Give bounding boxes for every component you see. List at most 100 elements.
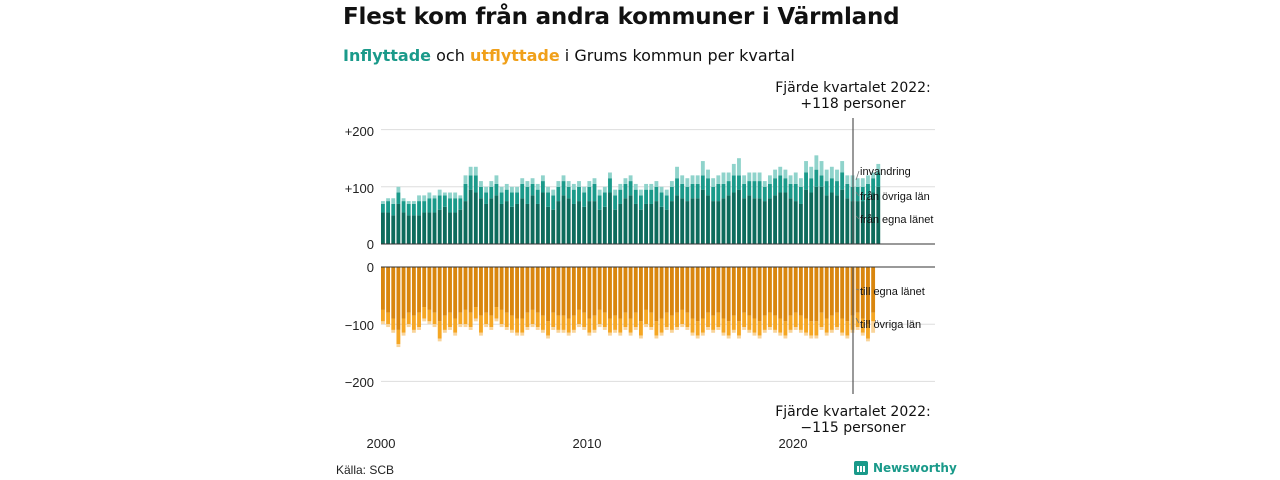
bar-in-other: [654, 186, 659, 202]
gridlines: [381, 129, 935, 382]
bar-in-own: [535, 203, 540, 244]
bar-in-immigration: [819, 161, 824, 176]
bar-in-immigration: [381, 201, 385, 204]
bar-in-immigration: [798, 178, 803, 187]
bar-in-other: [510, 192, 514, 207]
bar-in-own: [835, 195, 839, 244]
bar-out-own: [685, 267, 690, 313]
bar-out-own: [520, 267, 525, 319]
bar-out-own: [391, 267, 396, 319]
bar-in-other: [706, 178, 710, 196]
bar-out-own: [824, 267, 829, 319]
bar-out-emigration: [515, 332, 520, 336]
bar-in-other: [798, 186, 803, 204]
label-fran-ovriga-lan: från övriga län: [860, 191, 930, 203]
bar-out-other: [530, 309, 535, 325]
bar-in-immigration: [484, 186, 489, 193]
bar-in-own: [494, 195, 499, 244]
bar-out-other: [448, 312, 452, 328]
bar-in-own: [618, 203, 623, 244]
bar-in-other: [871, 178, 876, 193]
bar-out-other: [406, 312, 411, 325]
bar-in-own: [484, 203, 489, 244]
bar-out-emigration: [422, 318, 427, 322]
bar-out-emigration: [814, 335, 819, 339]
bar-in-immigration: [690, 175, 695, 184]
bar-out-own: [577, 267, 581, 310]
bar-out-other: [737, 321, 741, 336]
bar-out-emigration: [675, 327, 679, 330]
bar-out-emigration: [540, 329, 545, 333]
bar-out-other: [510, 315, 514, 330]
bar-in-immigration: [768, 175, 772, 184]
bar-in-own: [706, 195, 710, 244]
bar-out-other: [499, 309, 504, 325]
bar-out-emigration: [804, 332, 808, 336]
bar-out-emigration: [571, 329, 576, 333]
bar-out-emigration: [726, 335, 731, 339]
bar-in-own: [556, 201, 561, 244]
x-tick-2020: 2020: [779, 436, 808, 451]
bar-in-immigration: [613, 189, 618, 196]
bar-in-immigration: [633, 183, 638, 190]
bar-out-emigration: [690, 332, 695, 336]
bar-out-other: [623, 312, 628, 328]
bar-out-other: [427, 309, 432, 322]
bar-in-immigration: [809, 166, 814, 179]
bar-in-immigration: [463, 175, 468, 184]
bar-in-own: [659, 206, 664, 244]
bar-in-own: [479, 198, 483, 244]
label-invandring: invandring: [860, 166, 911, 178]
bar-out-other: [473, 307, 478, 319]
bar-out-other: [525, 312, 530, 328]
bar-in-immigration: [458, 195, 463, 199]
bar-out-other: [386, 312, 391, 325]
bar-out-emigration: [406, 324, 411, 328]
bar-in-other: [752, 181, 757, 199]
bar-out-own: [381, 267, 385, 310]
bar-in-other: [633, 189, 638, 204]
bar-in-immigration: [437, 189, 442, 196]
bar-in-own: [824, 195, 829, 244]
y-tick-bottom-200: −200: [345, 375, 374, 390]
bar-out-other: [855, 312, 860, 328]
bar-out-other: [546, 321, 550, 336]
bar-in-immigration: [422, 195, 427, 202]
label-leader-2: [855, 215, 860, 220]
bar-out-other: [391, 318, 396, 330]
bar-in-own: [613, 209, 618, 244]
bar-in-own: [700, 189, 705, 244]
bar-in-other: [530, 183, 535, 196]
bar-in-immigration: [731, 163, 736, 176]
bar-in-immigration: [396, 186, 401, 193]
bar-in-other: [386, 201, 391, 213]
bar-out-own: [479, 267, 483, 316]
bar-in-immigration: [788, 175, 793, 184]
bar-out-other: [793, 312, 798, 328]
bar-in-other: [571, 189, 576, 204]
bar-out-emigration: [618, 332, 623, 336]
brand[interactable]: Newsworthy: [854, 461, 957, 475]
bar-out-other: [494, 307, 499, 319]
bar-in-own: [664, 209, 669, 244]
bar-in-other: [664, 195, 669, 210]
bar-in-own: [427, 212, 432, 244]
bar-in-own: [654, 201, 659, 244]
bar-in-own: [876, 186, 881, 244]
bar-in-own: [540, 192, 545, 244]
bar-in-immigration: [417, 195, 421, 202]
bar-in-immigration: [525, 181, 530, 187]
bar-in-own: [752, 198, 757, 244]
bar-out-emigration: [623, 327, 628, 330]
bar-in-other: [499, 192, 504, 204]
bar-out-own: [566, 267, 571, 319]
bar-in-immigration: [649, 183, 654, 190]
bar-in-own: [644, 203, 649, 244]
bar-in-own: [546, 206, 550, 244]
bar-in-immigration: [551, 189, 556, 196]
bar-out-own: [401, 267, 406, 319]
label-till-egna-lanet: till egna länet: [860, 286, 925, 298]
bar-in-other: [866, 183, 870, 199]
bar-out-own: [427, 267, 432, 310]
bar-out-other: [675, 312, 679, 328]
